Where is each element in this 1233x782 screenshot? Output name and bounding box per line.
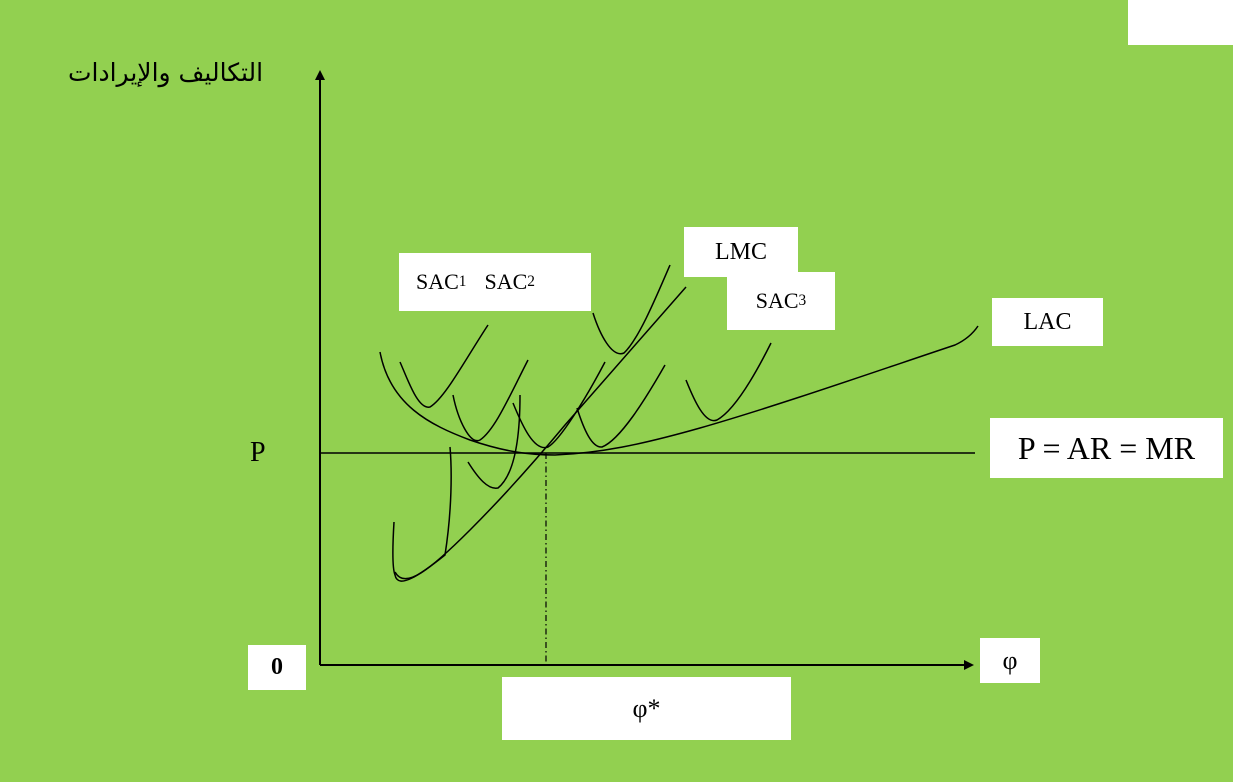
lac-curve: [379, 325, 979, 456]
sac1-base: SAC: [416, 269, 459, 294]
origin-label: 0: [248, 645, 306, 690]
price-label: P: [250, 437, 266, 468]
sac-curve-4: [576, 364, 666, 448]
lac-label: LAC: [992, 298, 1103, 346]
sac12-label: SAC 1 SAC 2: [399, 253, 591, 311]
sac-curve-6: [685, 342, 772, 422]
equilibrium-label: φ*: [502, 677, 791, 740]
y-axis-label: التكاليف والإيرادات: [68, 58, 264, 87]
price-line-label: P = AR = MR: [990, 418, 1223, 478]
x-axis-label: φ: [980, 638, 1040, 683]
sac-curve-5: [592, 264, 671, 355]
sac2-base: SAC: [484, 269, 528, 294]
sac-curve-3: [512, 361, 606, 449]
smc-curve-mid: [467, 394, 521, 489]
sac-curve-1: [399, 324, 489, 408]
sac3-label: SAC 3: [727, 272, 835, 330]
sac-curve-2: [452, 359, 529, 442]
smc-curve-left: [392, 446, 452, 582]
lmc-label: LMC: [684, 227, 798, 277]
sac3-base: SAC: [755, 288, 799, 313]
